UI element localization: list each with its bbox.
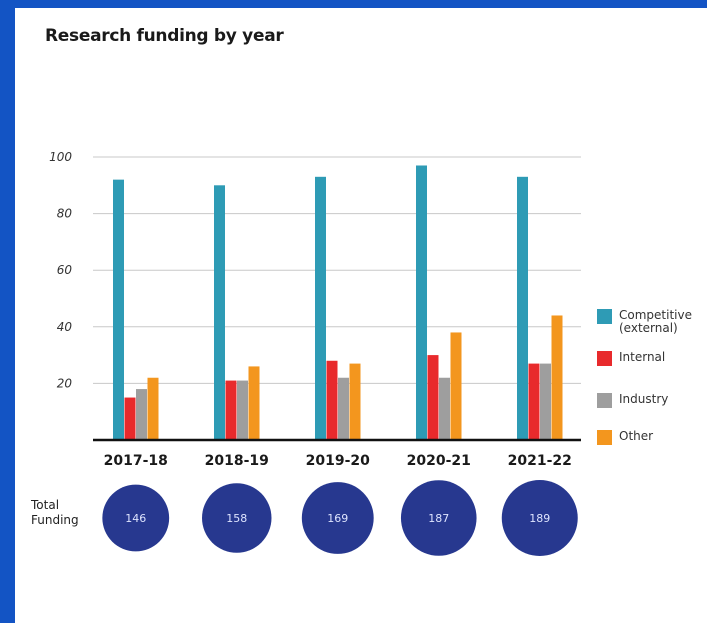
legend-swatch	[597, 351, 612, 366]
total-funding-label: Total Funding	[31, 498, 79, 527]
bar	[540, 363, 551, 440]
y-tick-label: 80	[57, 207, 73, 221]
bar	[450, 332, 462, 440]
total-funding-circle	[400, 480, 477, 556]
chart-title: Research funding by year	[45, 26, 284, 46]
total-funding-value: 189	[529, 512, 550, 525]
chart-panel: Research funding by year 20 40 60 80 100 2017…	[15, 8, 707, 623]
bar	[427, 355, 439, 440]
x-tick-label: 2017-18	[104, 453, 168, 469]
bar	[416, 165, 427, 441]
total-funding-value: 169	[327, 512, 348, 525]
x-tick-label: 2020-21	[407, 453, 471, 469]
y-tick-label: 100	[49, 150, 72, 164]
bar	[248, 366, 260, 440]
x-tick-label: 2018-19	[205, 453, 269, 469]
y-tick-label: 40	[57, 320, 73, 334]
bar	[326, 360, 338, 440]
total-funding-value: 187	[428, 512, 449, 525]
legend-swatch	[597, 309, 612, 324]
bar	[113, 179, 124, 440]
bar	[237, 380, 248, 440]
x-tick-label: 2021-22	[508, 453, 572, 469]
legend-swatch	[597, 393, 612, 408]
legend-label: Industry	[619, 392, 669, 406]
total-funding-value: 146	[125, 512, 146, 525]
x-tick-label: 2019-20	[306, 453, 371, 469]
total-funding-circle	[202, 483, 272, 553]
bar	[338, 377, 349, 440]
total-funding-value: 158	[226, 512, 247, 525]
y-tick-label: 20	[57, 376, 73, 390]
legend-label: Other	[619, 429, 654, 443]
total-funding-circle	[102, 484, 170, 552]
bar	[349, 363, 361, 440]
legend-label: Internal	[619, 350, 666, 364]
total-funding-circle	[501, 480, 578, 556]
total-funding-circle	[301, 482, 374, 554]
bar	[551, 315, 563, 440]
bar	[214, 185, 225, 440]
bar-chart: 20 40 60 80 100 2017-18 2018-19 2019-20 2020-21 2…	[49, 150, 581, 556]
bar	[528, 363, 540, 440]
bar	[315, 176, 326, 440]
bar	[124, 397, 136, 440]
bar	[517, 176, 528, 440]
bar	[136, 389, 147, 440]
legend-swatch	[597, 430, 612, 445]
bar	[225, 380, 237, 440]
bar	[147, 377, 159, 440]
bar	[439, 377, 450, 440]
y-tick-label: 60	[57, 263, 73, 277]
legend-label: Competitive (external)	[619, 308, 692, 335]
